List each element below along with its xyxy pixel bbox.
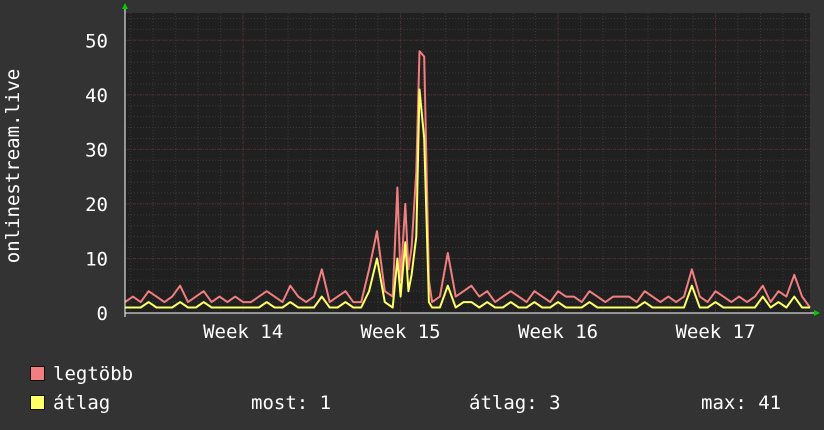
y-tick-label: 30 — [85, 139, 108, 161]
y-tick-label: 10 — [85, 248, 108, 270]
series-line-avg — [125, 88, 810, 309]
stat-avg: átlag: 3 — [469, 392, 561, 414]
legend-label-avg: átlag — [53, 392, 111, 414]
x-tick-label: Week 14 — [203, 321, 283, 343]
legend-label-max: legtöbb — [53, 363, 134, 385]
y-tick-label: 40 — [85, 85, 108, 107]
stat-max: max: 41 — [701, 392, 782, 414]
x-tick-label: Week 16 — [518, 321, 598, 343]
y-tick-label: 20 — [85, 194, 108, 216]
x-axis-arrow-icon — [814, 310, 820, 316]
y-axis-arrow-icon — [122, 3, 128, 9]
axes — [122, 3, 820, 317]
legend-swatch-avg — [30, 395, 45, 410]
x-tick-label: Week 17 — [675, 321, 755, 343]
legend-item-max: legtöbb — [30, 363, 133, 385]
y-tick-label: 0 — [97, 303, 108, 325]
tick-labels: 0 10 20 30 40 50 Week 14 Week 15 Week 16 Week 17 — [85, 30, 755, 343]
series-line-max — [124, 50, 811, 309]
plot-area — [125, 13, 810, 313]
stat-now: most: 1 — [251, 392, 332, 414]
x-tick-label: Week 15 — [361, 321, 441, 343]
y-tick-label: 50 — [85, 30, 108, 52]
legend-item-avg: átlag — [30, 392, 110, 414]
y-axis-label: onlinestream.live — [2, 69, 24, 263]
legend-swatch-max — [30, 366, 45, 381]
series-layer — [124, 50, 811, 309]
